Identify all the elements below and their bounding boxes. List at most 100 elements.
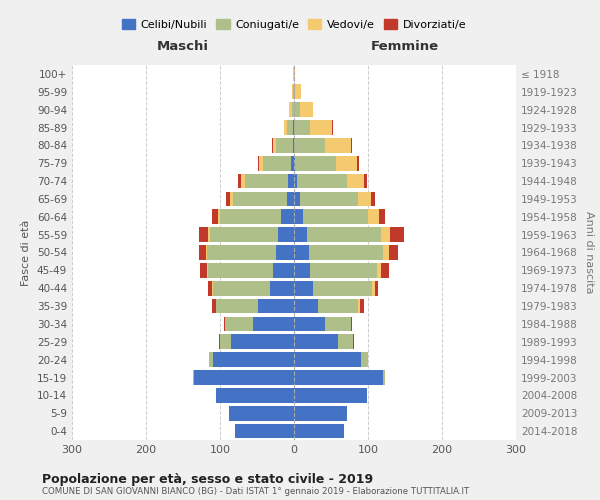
Bar xyxy=(294,424,344,438)
Bar xyxy=(358,192,371,206)
Bar xyxy=(325,138,351,152)
Bar xyxy=(220,334,231,349)
Bar xyxy=(364,174,367,188)
Bar xyxy=(226,192,230,206)
Bar xyxy=(351,316,352,331)
Bar xyxy=(336,156,357,170)
Bar xyxy=(360,298,364,314)
Bar xyxy=(231,334,294,349)
Bar xyxy=(292,102,294,117)
Bar xyxy=(332,120,333,135)
Bar xyxy=(208,263,273,278)
Bar xyxy=(377,263,380,278)
Bar xyxy=(293,84,294,99)
Bar xyxy=(209,352,212,367)
Bar xyxy=(233,192,287,206)
Bar xyxy=(287,192,294,206)
Bar xyxy=(199,228,208,242)
Bar xyxy=(225,316,253,331)
Bar xyxy=(294,370,383,385)
Bar xyxy=(347,174,364,188)
Bar xyxy=(219,334,220,349)
Bar xyxy=(389,245,398,260)
Bar xyxy=(272,138,276,152)
Bar xyxy=(199,245,206,260)
Text: Femmine: Femmine xyxy=(371,40,439,52)
Y-axis label: Fasce di età: Fasce di età xyxy=(22,220,31,286)
Bar xyxy=(293,66,294,81)
Bar xyxy=(216,388,294,402)
Bar xyxy=(294,84,295,99)
Bar xyxy=(208,228,209,242)
Bar xyxy=(390,228,404,242)
Bar xyxy=(382,228,390,242)
Bar xyxy=(287,120,293,135)
Bar xyxy=(258,156,259,170)
Bar xyxy=(294,138,325,152)
Bar xyxy=(215,298,259,314)
Bar xyxy=(208,245,275,260)
Bar xyxy=(294,334,338,349)
Bar xyxy=(292,84,293,99)
Text: Maschi: Maschi xyxy=(157,40,209,52)
Bar xyxy=(374,281,379,295)
Bar xyxy=(295,84,301,99)
Text: COMUNE DI SAN GIOVANNI BIANCO (BG) - Dati ISTAT 1° gennaio 2019 - Elaborazione T: COMUNE DI SAN GIOVANNI BIANCO (BG) - Dat… xyxy=(42,488,469,496)
Bar xyxy=(212,352,294,367)
Bar xyxy=(294,263,310,278)
Bar xyxy=(294,298,317,314)
Bar xyxy=(238,174,241,188)
Bar xyxy=(278,228,294,242)
Bar xyxy=(368,210,379,224)
Bar xyxy=(241,174,245,188)
Bar xyxy=(235,424,294,438)
Bar xyxy=(358,298,360,314)
Bar xyxy=(212,298,215,314)
Bar xyxy=(294,281,313,295)
Bar xyxy=(300,102,313,117)
Bar xyxy=(281,210,294,224)
Bar xyxy=(288,174,294,188)
Bar xyxy=(275,245,294,260)
Bar xyxy=(259,156,263,170)
Bar xyxy=(229,406,294,420)
Bar xyxy=(373,281,374,295)
Bar xyxy=(310,263,377,278)
Legend: Celibi/Nubili, Coniugati/e, Vedovi/e, Divorziati/e: Celibi/Nubili, Coniugati/e, Vedovi/e, Di… xyxy=(118,14,470,34)
Bar xyxy=(294,228,307,242)
Bar xyxy=(218,210,220,224)
Bar xyxy=(271,281,294,295)
Bar xyxy=(245,174,288,188)
Bar xyxy=(295,156,336,170)
Bar xyxy=(193,370,194,385)
Bar xyxy=(353,334,354,349)
Bar xyxy=(303,210,368,224)
Bar xyxy=(371,192,374,206)
Bar xyxy=(383,245,389,260)
Y-axis label: Anni di nascita: Anni di nascita xyxy=(584,211,594,294)
Bar xyxy=(310,120,332,135)
Bar xyxy=(338,334,353,349)
Bar xyxy=(273,263,294,278)
Bar xyxy=(208,281,212,295)
Bar xyxy=(206,245,208,260)
Bar xyxy=(294,352,361,367)
Bar xyxy=(325,316,351,331)
Bar xyxy=(294,120,310,135)
Bar xyxy=(297,174,347,188)
Bar xyxy=(212,281,271,295)
Bar xyxy=(212,210,218,224)
Bar xyxy=(313,281,373,295)
Bar xyxy=(294,406,347,420)
Bar xyxy=(224,316,225,331)
Bar xyxy=(294,66,295,81)
Bar xyxy=(294,316,325,331)
Bar xyxy=(276,138,293,152)
Bar xyxy=(294,388,367,402)
Bar xyxy=(284,120,287,135)
Bar xyxy=(300,192,358,206)
Bar xyxy=(291,156,294,170)
Bar xyxy=(307,228,382,242)
Bar xyxy=(309,245,383,260)
Bar xyxy=(357,156,359,170)
